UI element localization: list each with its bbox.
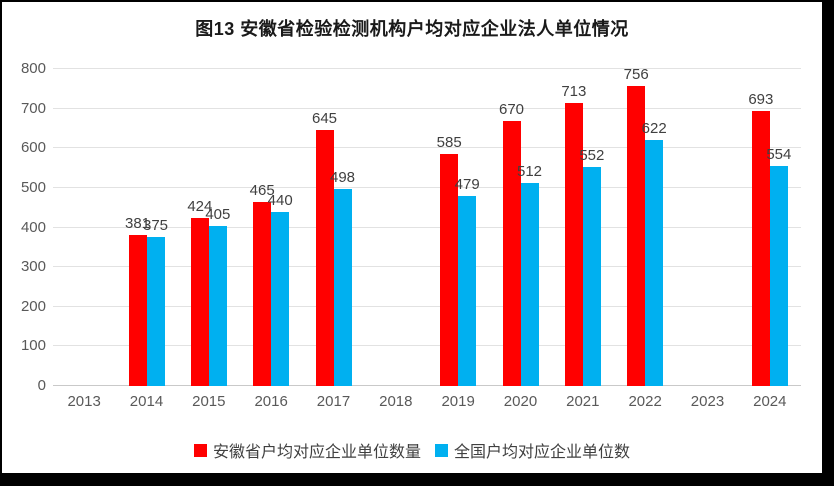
chart-container: 图13 安徽省检验检测机构户均对应企业法人单位情况 381 375 424 405 46… (2, 2, 822, 473)
data-label-2019-series1: 479 (454, 176, 480, 194)
y-axis-tick-label: 600 (20, 139, 46, 157)
bar-2024-series1 (769, 166, 788, 386)
data-label-2014-series1: 375 (142, 217, 169, 235)
data-label-2021-series1: 552 (579, 147, 605, 165)
x-axis-tick-label-2023: 2023 (690, 393, 725, 410)
chart-title: 图13 安徽省检验检测机构户均对应企业法人单位情况 (195, 19, 629, 39)
x-axis-tick-label-2024: 2024 (753, 393, 787, 410)
legend-item-anhui: 安徽省户均对应企业单位数量 (193, 438, 421, 462)
legend-swatch-anhui (193, 443, 207, 457)
data-label-2019-series0: 585 (436, 134, 462, 152)
data-label-2024-series0: 693 (748, 91, 774, 109)
bar-2017-series0 (315, 130, 334, 386)
gridline-y300 (53, 266, 801, 268)
data-label-2015-series0: 424 (187, 198, 213, 215)
gridline-y600 (53, 147, 801, 149)
x-axis-tick-label-2015: 2015 (192, 393, 226, 410)
y-axis-tick-label: 500 (20, 178, 46, 196)
bar-2015-series0 (190, 218, 209, 386)
legend: 安徽省户均对应企业单位数量 全国户均对应企业单位数 (2, 438, 822, 462)
bar-2019-series0 (440, 154, 459, 386)
bar-2016-series1 (271, 211, 290, 386)
y-axis-tick-label: 400 (20, 218, 46, 236)
x-axis-tick-label-2021: 2021 (566, 393, 600, 410)
bar-2022-series0 (627, 86, 646, 386)
bar-2014-series1 (146, 237, 165, 386)
data-label-2016-series0: 465 (249, 181, 275, 199)
bar-2022-series1 (645, 139, 664, 386)
x-axis-tick-label-2014: 2014 (129, 393, 164, 410)
legend-swatch-national (435, 443, 448, 457)
x-axis-tick-label-2013: 2013 (67, 393, 101, 410)
data-label-2024-series1: 554 (766, 146, 792, 164)
gridline-y100 (53, 345, 801, 347)
data-label-2015-series1: 405 (205, 205, 231, 223)
bar-2016-series0 (253, 201, 272, 386)
x-axis-tick-label-2017: 2017 (316, 393, 351, 410)
gridline-y800 (53, 68, 801, 69)
bar-2024-series0 (751, 111, 770, 386)
data-label-2021-series0: 713 (561, 83, 587, 101)
data-label-2016-series1: 440 (267, 191, 293, 209)
bar-2021-series1 (582, 167, 601, 386)
bar-2020-series0 (502, 120, 521, 386)
data-label-2020-series1: 512 (516, 163, 543, 181)
gridline-y400 (53, 226, 801, 228)
gridline-y0 (53, 385, 801, 386)
x-axis-tick-label-2020: 2020 (503, 393, 538, 410)
y-axis-tick-label: 800 (20, 60, 46, 77)
gridline-y500 (53, 186, 801, 188)
y-axis-tick-label: 300 (20, 258, 46, 276)
bar-2015-series1 (208, 225, 227, 386)
x-axis-tick-label-2022: 2022 (628, 393, 662, 410)
data-label-2022-series0: 756 (623, 66, 649, 84)
y-axis-tick-label: 100 (20, 337, 46, 355)
data-label-2020-series0: 670 (498, 100, 525, 118)
legend-item-national: 全国户均对应企业单位数 (435, 438, 630, 462)
x-axis-tick-label-2016: 2016 (254, 393, 288, 410)
x-axis-tick-label-2019: 2019 (441, 393, 475, 410)
gridline-y200 (53, 305, 801, 307)
bar-2021-series0 (564, 103, 583, 386)
bar-2014-series0 (128, 235, 147, 386)
y-axis-tick-label: 200 (20, 297, 46, 315)
x-axis-tick-label-2018: 2018 (379, 393, 413, 410)
bar-2017-series1 (333, 188, 352, 386)
data-label-2017-series0: 645 (311, 110, 338, 128)
y-axis-tick-label: 700 (20, 99, 46, 117)
legend-label-national: 全国户均对应企业单位数 (454, 444, 631, 461)
y-axis-tick-label: 0 (37, 377, 46, 394)
data-label-2017-series1: 498 (329, 168, 356, 186)
plot-area: 381 375 424 405 465 440 645 498 585 479 670 512 713 5… (53, 66, 801, 386)
legend-label-anhui: 安徽省户均对应企业单位数量 (212, 444, 421, 461)
gridline-y700 (53, 107, 801, 109)
data-label-2022-series1: 622 (641, 119, 667, 137)
bar-2019-series1 (458, 196, 477, 386)
data-label-2014-series0: 381 (124, 215, 151, 233)
bar-2020-series1 (520, 183, 539, 386)
